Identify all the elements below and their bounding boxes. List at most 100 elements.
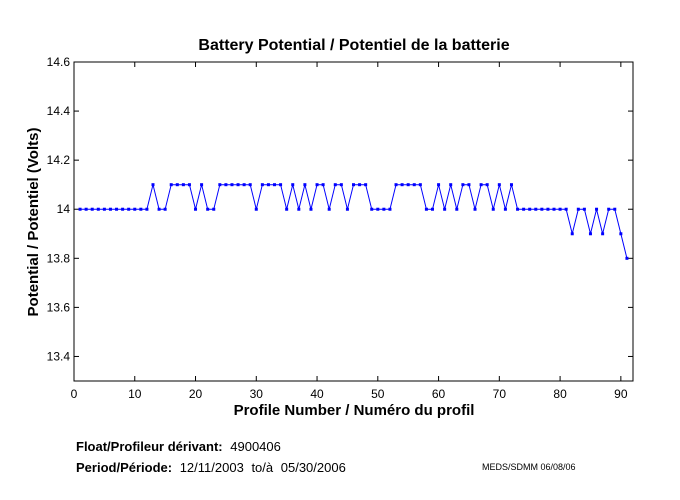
- data-point: [273, 183, 277, 187]
- data-point: [212, 207, 216, 211]
- data-point: [400, 183, 404, 187]
- x-tick-label: 70: [493, 387, 507, 401]
- data-point: [449, 183, 453, 187]
- data-point: [516, 207, 520, 211]
- x-tick-label: 60: [432, 387, 446, 401]
- data-point: [345, 207, 349, 211]
- x-tick-label: 40: [310, 387, 324, 401]
- data-series: [78, 183, 629, 260]
- data-point: [260, 183, 264, 187]
- x-tick-label: 50: [371, 387, 385, 401]
- data-point: [455, 207, 459, 211]
- data-point: [485, 183, 489, 187]
- data-point: [84, 207, 88, 211]
- series-line: [80, 184, 628, 259]
- y-tick-label: 14: [57, 202, 71, 216]
- data-point: [443, 207, 447, 211]
- data-point: [528, 207, 532, 211]
- data-point: [394, 183, 398, 187]
- y-tick-label: 14.4: [47, 104, 71, 118]
- data-point: [625, 256, 629, 260]
- data-point: [175, 183, 179, 187]
- data-point: [540, 207, 544, 211]
- data-point: [558, 207, 562, 211]
- x-tick-label: 10: [128, 387, 142, 401]
- data-point: [358, 183, 362, 187]
- y-tick-label: 14.6: [47, 55, 71, 69]
- data-point: [619, 232, 623, 236]
- data-point: [339, 183, 343, 187]
- data-point: [576, 207, 580, 211]
- data-point: [382, 207, 386, 211]
- chart-title: Battery Potential / Potentiel de la batt…: [198, 37, 509, 54]
- data-point: [157, 207, 161, 211]
- y-tick-label: 14.2: [47, 153, 71, 167]
- data-point: [582, 207, 586, 211]
- data-point: [285, 207, 289, 211]
- data-point: [412, 183, 416, 187]
- data-point: [108, 207, 112, 211]
- float-label: Float/Profileur dérivant:: [76, 439, 223, 454]
- data-point: [266, 183, 270, 187]
- data-point: [370, 207, 374, 211]
- data-point: [534, 207, 538, 211]
- data-point: [254, 207, 258, 211]
- data-point: [546, 207, 550, 211]
- data-point: [303, 183, 307, 187]
- data-point: [297, 207, 301, 211]
- data-point: [570, 232, 574, 236]
- data-point: [279, 183, 283, 187]
- data-point: [78, 207, 82, 211]
- data-point: [218, 183, 222, 187]
- x-tick-label: 90: [614, 387, 628, 401]
- data-point: [309, 207, 313, 211]
- data-point: [601, 232, 605, 236]
- float-info: Float/Profileur dérivant: 4900406: [76, 439, 281, 454]
- y-tick-label: 13.8: [47, 251, 71, 265]
- y-tick-label: 13.4: [47, 349, 71, 363]
- data-point: [588, 232, 592, 236]
- data-point: [187, 183, 191, 187]
- x-tick-label: 80: [553, 387, 567, 401]
- meds-credit: MEDS/SDMM 06/08/06: [482, 462, 576, 472]
- data-point: [248, 183, 252, 187]
- data-point: [437, 183, 441, 187]
- data-point: [406, 183, 410, 187]
- data-point: [364, 183, 368, 187]
- data-point: [418, 183, 422, 187]
- data-point: [376, 207, 380, 211]
- data-point: [503, 207, 507, 211]
- data-point: [424, 207, 428, 211]
- data-point: [200, 183, 204, 187]
- plot-area-frame: [73, 61, 634, 382]
- data-point: [552, 207, 556, 211]
- data-point: [479, 183, 483, 187]
- float-value: 4900406: [230, 439, 281, 454]
- data-point: [388, 207, 392, 211]
- data-point: [242, 183, 246, 187]
- data-point: [613, 207, 617, 211]
- data-point: [327, 207, 331, 211]
- data-point: [139, 207, 143, 211]
- data-point: [96, 207, 100, 211]
- period-separator: to/à: [251, 460, 274, 475]
- data-point: [473, 207, 477, 211]
- x-axis: 0 10 20 30 40 50 60 70 80 90: [71, 62, 628, 401]
- data-point: [163, 207, 167, 211]
- data-point: [224, 183, 228, 187]
- data-point: [467, 183, 471, 187]
- x-tick-label: 30: [250, 387, 264, 401]
- data-point: [121, 207, 125, 211]
- data-point: [236, 183, 240, 187]
- data-point: [352, 183, 355, 187]
- data-point: [291, 183, 295, 187]
- data-point: [90, 207, 94, 211]
- data-point: [181, 183, 185, 187]
- data-point: [333, 183, 337, 187]
- data-point: [127, 207, 131, 211]
- data-point: [151, 183, 155, 187]
- data-point: [102, 207, 106, 211]
- data-point: [430, 207, 434, 211]
- data-point: [194, 207, 198, 211]
